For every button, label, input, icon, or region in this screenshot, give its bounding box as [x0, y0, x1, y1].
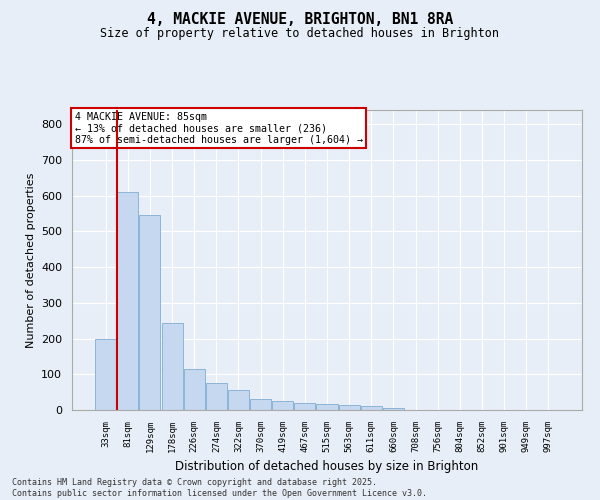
Bar [338, 404, 359, 410]
Bar [206, 383, 227, 410]
Text: Contains HM Land Registry data © Crown copyright and database right 2025.
Contai: Contains HM Land Registry data © Crown c… [12, 478, 427, 498]
Text: 4 MACKIE AVENUE: 85sqm
← 13% of detached houses are smaller (236)
87% of semi-de: 4 MACKIE AVENUE: 85sqm ← 13% of detached… [74, 112, 362, 144]
X-axis label: Distribution of detached houses by size in Brighton: Distribution of detached houses by size … [175, 460, 479, 473]
Bar [184, 369, 205, 410]
Bar [228, 390, 249, 410]
Bar [250, 400, 271, 410]
Bar [272, 401, 293, 410]
Bar [361, 406, 382, 410]
Text: 4, MACKIE AVENUE, BRIGHTON, BN1 8RA: 4, MACKIE AVENUE, BRIGHTON, BN1 8RA [147, 12, 453, 28]
Y-axis label: Number of detached properties: Number of detached properties [26, 172, 35, 348]
Bar [295, 403, 316, 410]
Bar [161, 322, 182, 410]
Text: Size of property relative to detached houses in Brighton: Size of property relative to detached ho… [101, 28, 499, 40]
Bar [316, 404, 338, 410]
Bar [95, 338, 116, 410]
Bar [118, 192, 139, 410]
Bar [383, 408, 404, 410]
Bar [139, 216, 160, 410]
